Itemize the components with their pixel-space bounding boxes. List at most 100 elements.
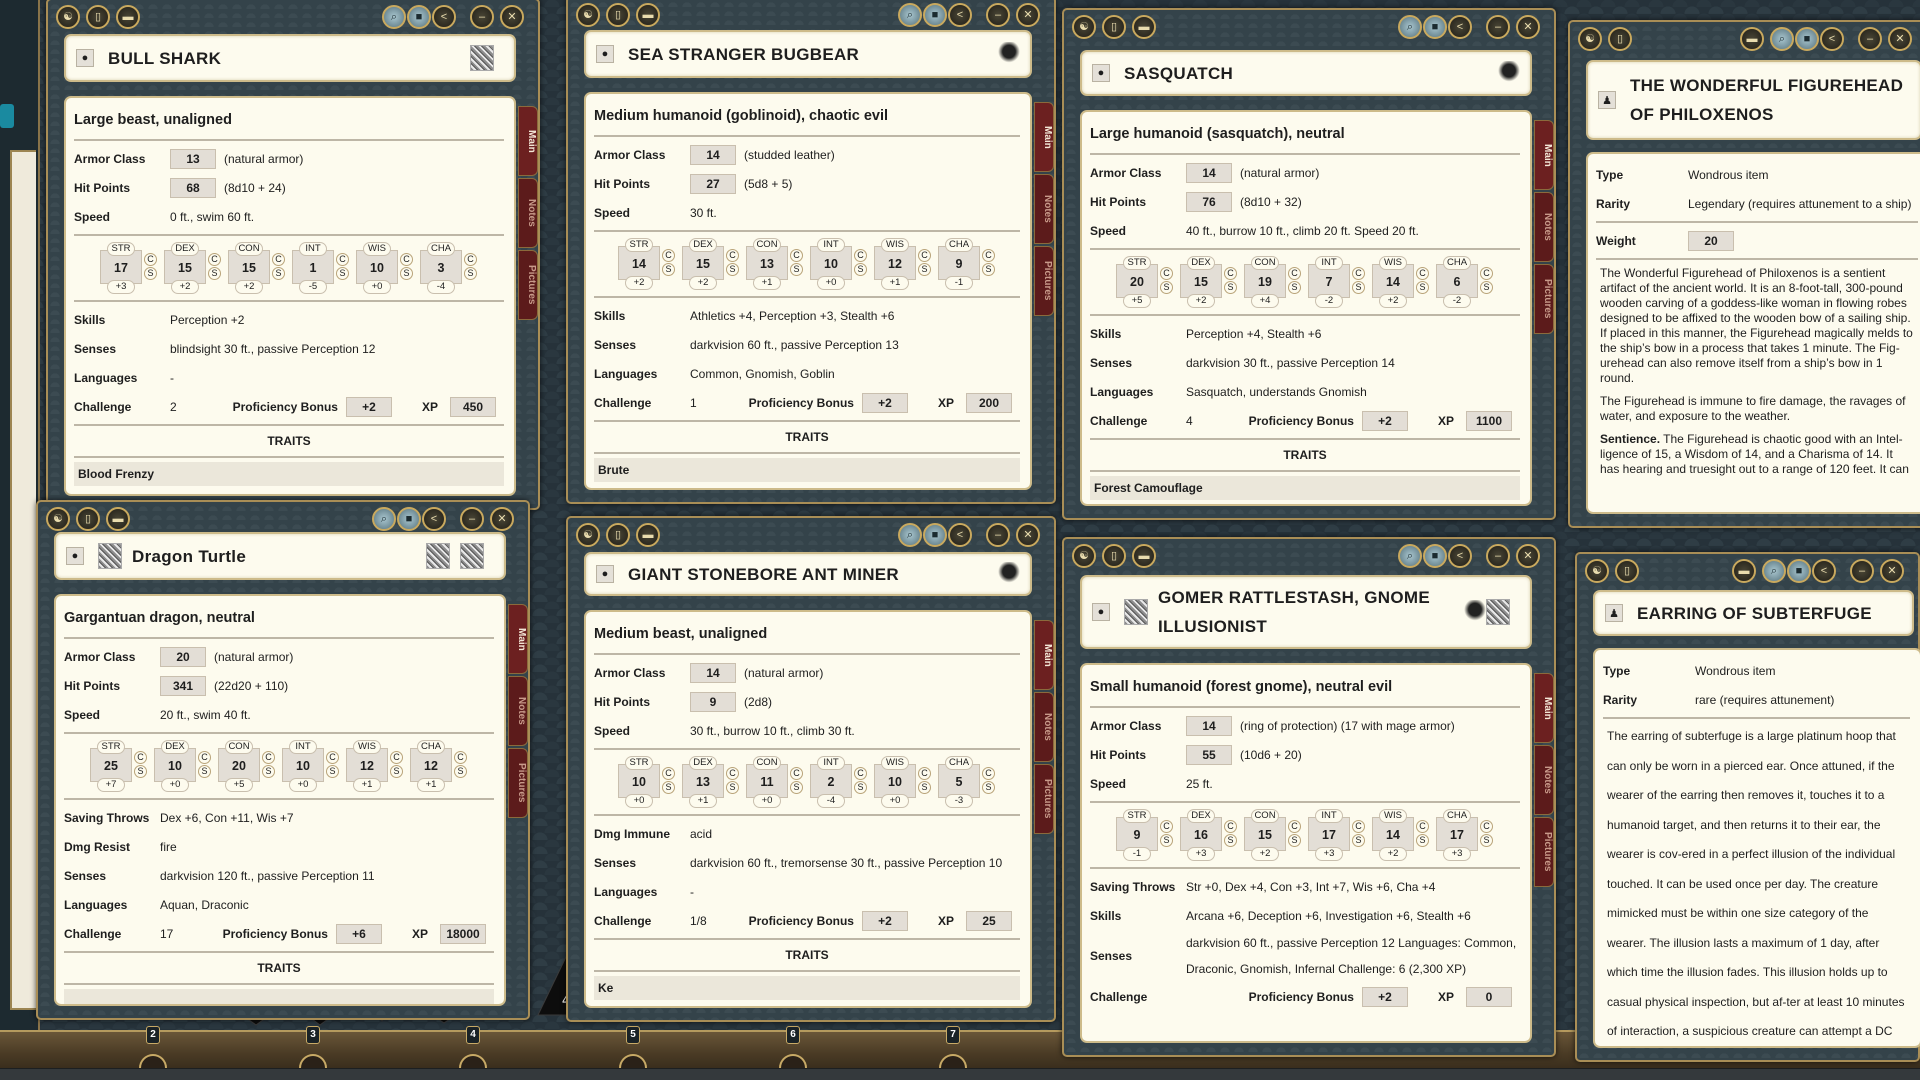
book-icon[interactable]: ▯ <box>86 5 110 29</box>
check-roll-button[interactable]: C <box>726 249 739 262</box>
proficiency-bonus-field[interactable]: +2 <box>345 396 392 417</box>
ruleset-icon[interactable]: ☯ <box>576 523 600 547</box>
lock-icon[interactable]: ■ <box>407 5 431 29</box>
ability-modifier[interactable]: +2 <box>171 280 199 294</box>
xp-field[interactable]: 450 <box>450 396 496 417</box>
hit-points-field[interactable]: 55 <box>1186 744 1232 765</box>
ability-modifier[interactable]: +3 <box>107 280 135 294</box>
close-icon[interactable]: ✕ <box>1516 15 1540 39</box>
ability-modifier[interactable]: +1 <box>881 276 909 290</box>
hotbar-slot[interactable] <box>939 1054 967 1068</box>
ability-modifier[interactable]: -1 <box>1123 847 1151 861</box>
hotbar-slot[interactable] <box>139 1054 167 1068</box>
ability-modifier[interactable]: -1 <box>945 276 973 290</box>
check-roll-button[interactable]: C <box>726 767 739 780</box>
xp-field[interactable]: 0 <box>1466 986 1512 1007</box>
ruleset-icon[interactable]: ☯ <box>56 5 80 29</box>
lock-icon[interactable]: ■ <box>923 523 947 547</box>
zoom-icon[interactable]: ⌕ <box>1398 15 1422 39</box>
save-roll-button[interactable]: S <box>1288 281 1301 294</box>
hit-points-field[interactable]: 27 <box>690 173 736 194</box>
save-roll-button[interactable]: S <box>336 267 349 280</box>
share-icon[interactable]: < <box>1448 15 1472 39</box>
check-roll-button[interactable]: C <box>400 253 413 266</box>
skull-icon[interactable]: ● <box>596 565 614 583</box>
close-icon[interactable]: ✕ <box>1516 544 1540 568</box>
tab-notes[interactable]: Notes <box>1034 174 1054 244</box>
save-roll-button[interactable]: S <box>1416 834 1429 847</box>
chat-icon[interactable]: ▬ <box>636 3 660 27</box>
chat-icon[interactable]: ▬ <box>1132 544 1156 568</box>
tab-main[interactable]: Main <box>518 106 538 176</box>
share-icon[interactable]: < <box>432 5 456 29</box>
save-roll-button[interactable]: S <box>662 781 675 794</box>
check-roll-button[interactable]: C <box>662 767 675 780</box>
ability-modifier[interactable]: +2 <box>1187 294 1215 308</box>
check-roll-button[interactable]: C <box>918 249 931 262</box>
tab-pictures[interactable]: Pictures <box>1034 246 1054 316</box>
xp-field[interactable]: 1100 <box>1466 410 1512 431</box>
book-icon[interactable]: ▯ <box>1608 27 1632 51</box>
ability-modifier[interactable]: +0 <box>753 794 781 808</box>
ability-modifier[interactable]: +0 <box>817 276 845 290</box>
minimize-icon[interactable]: – <box>460 507 484 531</box>
share-icon[interactable]: < <box>422 507 446 531</box>
share-icon[interactable]: < <box>948 3 972 27</box>
armor-class-field[interactable]: 20 <box>160 646 206 667</box>
tab-main[interactable]: Main <box>1534 120 1554 190</box>
check-roll-button[interactable]: C <box>662 249 675 262</box>
minimize-icon[interactable]: – <box>986 3 1010 27</box>
skull-icon[interactable]: ● <box>1092 64 1110 82</box>
minimize-icon[interactable]: – <box>1850 559 1874 583</box>
close-icon[interactable]: ✕ <box>1880 559 1904 583</box>
ability-modifier[interactable]: +2 <box>625 276 653 290</box>
ruleset-icon[interactable]: ☯ <box>1585 559 1609 583</box>
check-roll-button[interactable]: C <box>982 767 995 780</box>
chat-icon[interactable]: ▬ <box>1740 27 1764 51</box>
save-roll-button[interactable]: S <box>1480 834 1493 847</box>
book-icon[interactable]: ▯ <box>76 507 100 531</box>
tab-notes[interactable]: Notes <box>508 676 528 746</box>
ability-score[interactable]: 25 <box>90 748 132 782</box>
ability-modifier[interactable]: +1 <box>753 276 781 290</box>
item-bag-icon[interactable]: ♟ <box>1605 604 1623 622</box>
check-roll-button[interactable]: C <box>1288 267 1301 280</box>
ability-score[interactable]: 10 <box>154 748 196 782</box>
token-image[interactable] <box>1498 61 1520 85</box>
hotbar-slot[interactable] <box>779 1054 807 1068</box>
check-roll-button[interactable]: C <box>918 767 931 780</box>
lock-icon[interactable]: ■ <box>1787 559 1811 583</box>
token-image[interactable] <box>998 42 1020 66</box>
save-roll-button[interactable]: S <box>1288 834 1301 847</box>
zoom-icon[interactable]: ⌕ <box>372 507 396 531</box>
lock-icon[interactable]: ■ <box>1423 544 1447 568</box>
zoom-icon[interactable]: ⌕ <box>1770 27 1794 51</box>
ability-modifier[interactable]: +1 <box>417 778 445 792</box>
ability-modifier[interactable]: +2 <box>689 276 717 290</box>
ability-modifier[interactable]: -5 <box>299 280 327 294</box>
xp-field[interactable]: 25 <box>966 910 1012 931</box>
armor-class-field[interactable]: 14 <box>1186 715 1232 736</box>
proficiency-bonus-field[interactable]: +2 <box>861 392 908 413</box>
tab-pictures[interactable]: Pictures <box>1034 764 1054 834</box>
ability-modifier[interactable]: +0 <box>881 794 909 808</box>
check-roll-button[interactable]: C <box>272 253 285 266</box>
save-roll-button[interactable]: S <box>1416 281 1429 294</box>
ruleset-icon[interactable]: ☯ <box>1072 15 1096 39</box>
item-bag-icon[interactable]: ♟ <box>1598 91 1616 109</box>
check-roll-button[interactable]: C <box>262 751 275 764</box>
party-icon[interactable] <box>0 104 14 128</box>
ruleset-icon[interactable]: ☯ <box>1072 544 1096 568</box>
ability-modifier[interactable]: +2 <box>1251 847 1279 861</box>
hotbar-slot[interactable] <box>459 1054 487 1068</box>
trait-name[interactable]: Ke <box>594 976 1020 1000</box>
ability-modifier[interactable]: -2 <box>1315 294 1343 308</box>
save-roll-button[interactable]: S <box>326 765 339 778</box>
ability-modifier[interactable]: +5 <box>1123 294 1151 308</box>
check-roll-button[interactable]: C <box>1480 820 1493 833</box>
check-roll-button[interactable]: C <box>1160 267 1173 280</box>
chat-icon[interactable]: ▬ <box>1132 15 1156 39</box>
save-roll-button[interactable]: S <box>144 267 157 280</box>
xp-field[interactable]: 200 <box>966 392 1012 413</box>
save-roll-button[interactable]: S <box>982 781 995 794</box>
